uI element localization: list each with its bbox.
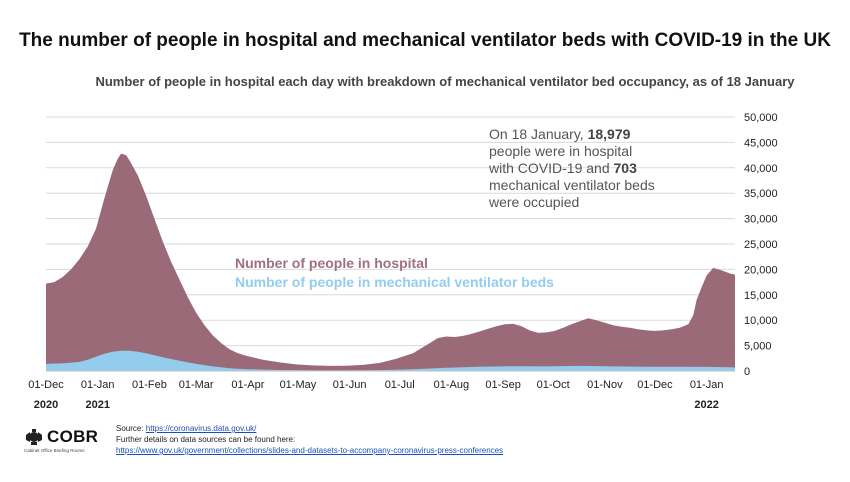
x-tick-label: 01-Feb [132, 379, 167, 391]
logo-subtext: Cabinet Office Briefing Rooms [24, 448, 85, 453]
source-label: Source: [116, 424, 144, 433]
x-tick-label: 01-Jun [333, 379, 367, 391]
details-text: Further details on data sources can be f… [116, 435, 296, 444]
x-tick-label: 01-Jan [690, 379, 724, 391]
x-tick-label: 01-Oct [537, 379, 570, 391]
series-ventilator-area [46, 350, 735, 371]
chart-subtitle: Number of people in hospital each day wi… [95, 74, 795, 89]
x-year-label: 2021 [85, 399, 109, 411]
annotation-ventilator-value: 703 [613, 160, 637, 176]
x-tick-label: 01-May [280, 379, 317, 391]
annotation-line4: mechanical ventilator beds [489, 177, 655, 193]
x-year-label: 2022 [694, 399, 718, 411]
x-tick-label: 01-Jan [81, 379, 115, 391]
y-tick-label: 30,000 [744, 214, 778, 226]
annotation-line5: were occupied [489, 194, 580, 210]
logo-text: COBR [47, 427, 99, 446]
sources-block: Source: https://coronavirus.data.gov.uk/… [116, 423, 503, 456]
x-tick-label: 01-Apr [231, 379, 264, 391]
y-tick-label: 10,000 [744, 315, 778, 327]
chart-title: The number of people in hospital and mec… [19, 30, 831, 51]
y-tick-label: 0 [744, 366, 750, 378]
y-tick-label: 45,000 [744, 137, 778, 149]
x-tick-label: 01-Mar [179, 379, 214, 391]
x-tick-label: 01-Jul [385, 379, 415, 391]
details-link[interactable]: https://www.gov.uk/government/collection… [116, 446, 504, 455]
series-hospital-area [46, 153, 735, 371]
legend-ventilator: Number of people in mechanical ventilato… [235, 274, 554, 290]
y-tick-label: 25,000 [744, 239, 778, 251]
source-link[interactable]: https://coronavirus.data.gov.uk/ [145, 424, 257, 433]
y-tick-label: 40,000 [744, 163, 778, 175]
y-tick-label: 35,000 [744, 188, 778, 200]
legend-hospital: Number of people in hospital [235, 255, 428, 271]
x-tick-label: 01-Dec [28, 379, 64, 391]
x-tick-label: 01-Nov [587, 379, 623, 391]
x-year-label: 2020 [34, 399, 58, 411]
y-tick-label: 15,000 [744, 290, 778, 302]
annotation-line2: people were in hospital [489, 143, 633, 159]
royal-crest-icon [26, 429, 42, 445]
chart-areas [46, 153, 735, 371]
cobr-logo: COBR [24, 428, 98, 446]
x-tick-label: 01-Aug [434, 379, 469, 391]
annotation-line1: On 18 January, [489, 126, 584, 142]
y-tick-label: 20,000 [744, 264, 778, 276]
y-tick-label: 5,000 [744, 341, 772, 353]
annotation-box: On 18 January, 18,979 people were in hos… [489, 126, 709, 211]
x-tick-label: 01-Sep [485, 379, 520, 391]
annotation-hospital-value: 18,979 [587, 126, 631, 142]
x-tick-label: 01-Dec [637, 379, 673, 391]
annotation-line3: with COVID-19 and [489, 160, 610, 176]
y-tick-label: 50,000 [744, 112, 778, 124]
chart-axes: 0 5,000 10,000 15,000 20,000 25,000 30,000 35,0… [28, 112, 777, 411]
